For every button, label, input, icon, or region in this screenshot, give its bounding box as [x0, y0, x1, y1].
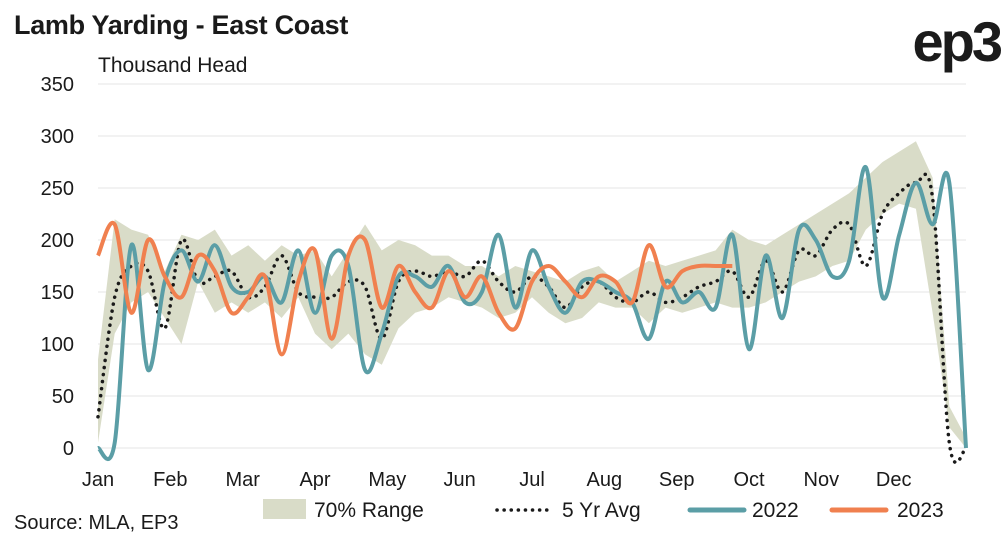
- y-tick-label: 350: [41, 74, 74, 96]
- legend-label-range: 70% Range: [314, 499, 424, 522]
- legend-swatch-range: [263, 499, 306, 519]
- x-tick-label: Nov: [804, 469, 840, 491]
- y-tick-label: 150: [41, 282, 74, 304]
- y-tick-label: 200: [41, 230, 74, 252]
- y-tick-label: 50: [52, 386, 74, 408]
- x-tick-label: Jul: [519, 469, 545, 491]
- legend-label-avg: 5 Yr Avg: [562, 499, 641, 522]
- plot-area: [96, 141, 968, 465]
- legend: 70% Range 5 Yr Avg 2022 2023: [263, 499, 944, 522]
- y-tick-label: 0: [63, 438, 74, 460]
- y-tick-label: 250: [41, 178, 74, 200]
- y-axis-unit-label: Thousand Head: [98, 54, 247, 77]
- x-tick-label: Jan: [82, 469, 114, 491]
- x-tick-label: Apr: [299, 469, 330, 491]
- chart-title: Lamb Yarding - East Coast: [14, 10, 349, 40]
- legend-label-2023: 2023: [897, 499, 944, 522]
- source-note: Source: MLA, EP3: [14, 512, 179, 534]
- series-70pct-range-band: [98, 141, 966, 448]
- x-tick-label: Mar: [225, 469, 260, 491]
- ep3-logo: ep3: [912, 10, 1003, 73]
- legend-label-2022: 2022: [752, 499, 799, 522]
- y-axis-ticks: 0 50 100 150 200 250 300 350: [41, 74, 74, 460]
- y-tick-label: 100: [41, 334, 74, 356]
- series-2023-line: [96, 220, 733, 357]
- grid-lines: [98, 83, 966, 449]
- x-tick-label: Aug: [587, 469, 623, 491]
- x-tick-label: Oct: [733, 469, 765, 491]
- x-tick-label: Dec: [876, 469, 912, 491]
- y-tick-label: 300: [41, 126, 74, 148]
- series-2022-line: [96, 165, 968, 461]
- x-axis-ticks: Jan Feb Mar Apr May Jun Jul Aug Sep Oct Nov Dec: [82, 469, 912, 491]
- x-tick-label: Feb: [153, 469, 187, 491]
- x-tick-label: Sep: [659, 469, 695, 491]
- x-tick-label: Jun: [444, 469, 476, 491]
- x-tick-label: May: [368, 469, 406, 491]
